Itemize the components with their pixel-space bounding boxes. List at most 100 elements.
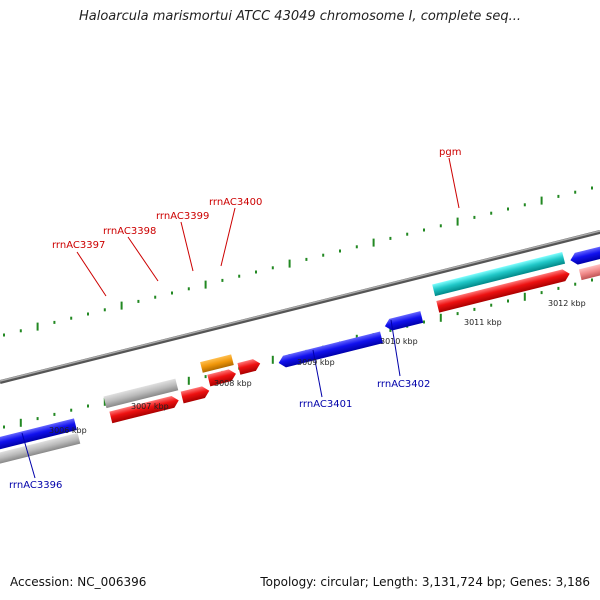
label-rrnAC3396[interactable]: rrnAC3396 xyxy=(9,480,62,491)
minor-tick xyxy=(557,194,560,198)
gene-rrnAC3402[interactable] xyxy=(383,311,424,332)
minor-tick xyxy=(540,291,543,295)
map-title: Haloarcula marismortui ATCC 43049 chromo… xyxy=(79,9,521,24)
minor-tick xyxy=(473,307,476,311)
major-tick xyxy=(120,301,123,310)
callout-rrnAC3398 xyxy=(127,236,159,282)
gene-pgm[interactable] xyxy=(436,268,571,313)
label-rrnAC3398[interactable]: rrnAC3398 xyxy=(103,226,156,237)
minor-tick xyxy=(271,266,274,270)
kbp-label-3006: 3006 kbp xyxy=(49,426,87,435)
minor-tick xyxy=(557,286,560,290)
major-tick xyxy=(204,280,207,289)
minor-tick xyxy=(322,253,325,257)
gene-rrnAC3398[interactable] xyxy=(180,385,211,404)
minor-tick xyxy=(19,329,22,333)
gene-pgm-highlight[interactable] xyxy=(432,251,566,297)
major-tick xyxy=(523,292,526,301)
minor-tick xyxy=(53,320,56,324)
minor-tick xyxy=(389,328,392,332)
gene-right-pink[interactable] xyxy=(578,254,600,281)
minor-tick xyxy=(255,270,257,274)
minor-tick xyxy=(507,207,509,211)
minor-tick xyxy=(423,320,425,324)
minor-tick xyxy=(137,299,140,303)
label-pgm[interactable]: pgm xyxy=(439,147,461,158)
gene-rrnAC3401[interactable] xyxy=(277,331,383,369)
minor-tick xyxy=(591,278,593,282)
minor-tick xyxy=(406,232,409,236)
major-tick xyxy=(288,259,291,268)
minor-tick xyxy=(187,287,190,291)
callout-rrnAC3397 xyxy=(76,251,107,297)
minor-tick xyxy=(70,316,73,320)
major-tick xyxy=(19,418,22,427)
gene-right-reverse[interactable] xyxy=(569,238,600,266)
callout-rrnAC3396 xyxy=(21,432,36,479)
genome-stats-text: Topology: circular; Length: 3,131,724 bp… xyxy=(260,575,590,589)
minor-tick xyxy=(574,190,577,194)
kbp-label-3011: 3011 kbp xyxy=(464,318,502,327)
minor-tick xyxy=(423,228,425,232)
minor-tick xyxy=(3,333,5,337)
major-tick xyxy=(372,238,375,247)
callout-rrnAC3400 xyxy=(220,207,236,267)
gene-rrnAC3399[interactable] xyxy=(207,368,237,387)
callout-pgm xyxy=(448,157,460,209)
chromosome-backbone xyxy=(0,230,600,384)
minor-tick xyxy=(574,282,577,286)
minor-tick xyxy=(154,295,157,299)
gene-rrnAC3397[interactable] xyxy=(109,395,180,424)
minor-tick xyxy=(355,245,358,249)
minor-tick xyxy=(103,308,106,312)
minor-tick xyxy=(70,408,73,412)
major-tick xyxy=(187,376,190,385)
major-tick xyxy=(271,355,274,364)
minor-tick xyxy=(221,278,224,282)
major-tick xyxy=(439,313,442,322)
minor-tick xyxy=(3,425,5,429)
minor-tick xyxy=(238,274,241,278)
label-rrnAC3400[interactable]: rrnAC3400 xyxy=(209,197,262,208)
minor-tick xyxy=(87,404,89,408)
minor-tick xyxy=(490,211,493,215)
callout-rrnAC3399 xyxy=(180,221,194,272)
gene-rrnAC3399-rna[interactable] xyxy=(200,354,234,373)
accession-text: Accession: NC_006396 xyxy=(10,575,147,589)
kbp-label-3009: 3009 kbp xyxy=(297,358,335,367)
callout-rrnAC3401 xyxy=(312,349,323,398)
major-tick xyxy=(103,397,106,406)
gene-rrnAC3396[interactable] xyxy=(0,418,77,454)
label-rrnAC3399[interactable]: rrnAC3399 xyxy=(156,211,209,222)
gene-rrnAC3400[interactable] xyxy=(237,358,261,375)
major-tick xyxy=(36,322,39,331)
gene-gray-pseudo-1[interactable] xyxy=(103,378,179,409)
gene-gray-pseudo-2[interactable] xyxy=(0,432,81,467)
minor-tick xyxy=(523,203,526,207)
minor-tick xyxy=(204,375,207,379)
minor-tick xyxy=(339,249,341,253)
major-tick xyxy=(456,217,459,226)
minor-tick xyxy=(53,412,56,416)
minor-tick xyxy=(87,312,89,316)
kbp-label-3007: 3007 kbp xyxy=(131,402,169,411)
label-rrnAC3402[interactable]: rrnAC3402 xyxy=(377,379,430,390)
minor-tick xyxy=(456,312,459,316)
minor-tick xyxy=(171,291,173,295)
minor-tick xyxy=(507,299,509,303)
minor-tick xyxy=(305,257,308,261)
kbp-label-3012: 3012 kbp xyxy=(548,299,586,308)
minor-tick xyxy=(490,303,493,307)
minor-tick xyxy=(591,186,593,190)
kbp-label-3010: 3010 kbp xyxy=(380,337,418,346)
major-tick xyxy=(540,196,543,205)
minor-tick xyxy=(439,224,442,228)
minor-tick xyxy=(389,236,392,240)
minor-tick xyxy=(473,215,476,219)
label-rrnAC3397[interactable]: rrnAC3397 xyxy=(52,240,105,251)
label-rrnAC3401[interactable]: rrnAC3401 xyxy=(299,399,352,410)
callout-rrnAC3402 xyxy=(390,319,401,377)
minor-tick xyxy=(36,417,39,421)
forward-tick-row xyxy=(3,186,593,337)
